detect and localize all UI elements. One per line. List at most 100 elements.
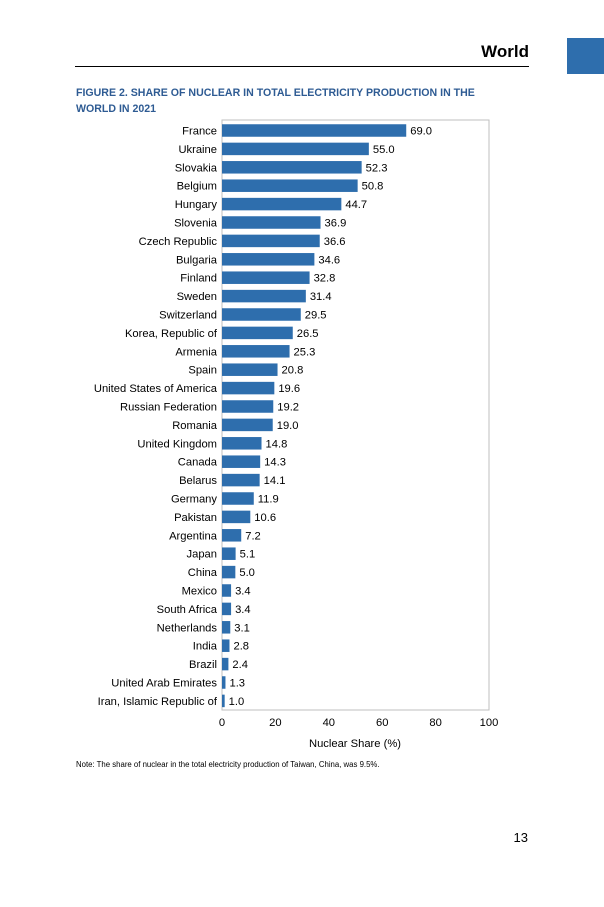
bar [222, 565, 236, 579]
bar [222, 602, 232, 616]
bar [222, 510, 251, 524]
bar [222, 197, 342, 211]
figure-title: FIGURE 2. SHARE OF NUCLEAR IN TOTAL ELEC… [76, 87, 475, 115]
data-label: 19.0 [277, 420, 299, 432]
bar [222, 529, 242, 542]
bar [222, 657, 229, 671]
data-label: 32.8 [314, 273, 336, 285]
bar [222, 253, 315, 266]
category-label: Argentina [169, 530, 218, 542]
category-label: Slovakia [175, 162, 218, 174]
x-tick-label: 60 [376, 717, 388, 729]
category-label: United Kingdom [137, 438, 217, 450]
data-label: 29.5 [305, 310, 327, 322]
bar [222, 142, 369, 156]
data-label: 10.6 [254, 512, 276, 524]
x-tick-label: 0 [219, 717, 225, 729]
data-label: 11.9 [258, 494, 279, 506]
bar [222, 473, 260, 487]
data-label: 2.8 [233, 641, 249, 653]
data-label: 3.4 [235, 604, 251, 616]
category-label: Russian Federation [120, 402, 217, 414]
bar [222, 547, 236, 560]
data-label: 52.3 [366, 162, 388, 174]
bar [222, 400, 274, 413]
category-label: Romania [172, 420, 218, 432]
bar [222, 124, 407, 137]
category-label: Pakistan [174, 512, 217, 524]
x-tick-label: 100 [480, 717, 499, 729]
category-label: Spain [188, 365, 217, 377]
bar [222, 437, 262, 450]
category-label: Slovenia [174, 218, 218, 230]
bar [222, 418, 273, 432]
data-label: 69.0 [410, 126, 432, 138]
bar [222, 381, 275, 395]
category-label: China [188, 567, 218, 579]
footnote: Note: The share of nuclear in the total … [76, 760, 380, 769]
category-label: Canada [178, 457, 218, 469]
data-label: 5.1 [240, 549, 256, 561]
data-label: 1.0 [229, 696, 245, 708]
bar [222, 363, 278, 376]
bar [222, 639, 230, 652]
data-label: 5.0 [239, 567, 255, 579]
bar [222, 216, 321, 229]
data-label: 3.1 [234, 622, 250, 634]
category-label: Belgium [177, 181, 217, 193]
bar [222, 676, 226, 689]
data-label: 36.6 [324, 236, 346, 248]
x-tick-label: 20 [269, 717, 281, 729]
bar [222, 308, 301, 321]
data-label: 31.4 [310, 291, 332, 303]
bar [222, 271, 310, 284]
data-label: 34.6 [318, 254, 340, 266]
header-rule [75, 66, 529, 67]
bar [222, 234, 320, 248]
data-label: 55.0 [373, 144, 395, 156]
category-label: Bulgaria [176, 254, 218, 266]
category-label: Hungary [175, 199, 218, 211]
data-label: 14.1 [264, 475, 286, 487]
bar [222, 621, 231, 634]
category-label: Czech Republic [139, 236, 218, 248]
bar [222, 161, 362, 174]
bar [222, 492, 254, 505]
data-label: 3.4 [235, 586, 251, 598]
page-number: 13 [513, 830, 528, 845]
category-label: Brazil [189, 659, 217, 671]
data-label: 26.5 [297, 328, 319, 340]
data-label: 7.2 [245, 530, 261, 542]
bar [222, 345, 290, 358]
category-label: United States of America [94, 383, 218, 395]
bar [222, 289, 306, 303]
category-label: France [182, 126, 217, 138]
category-label: Ukraine [178, 144, 217, 156]
x-axis-label: Nuclear Share (%) [309, 738, 401, 750]
category-label: Sweden [177, 291, 217, 303]
bar [222, 455, 261, 468]
bar [222, 584, 232, 597]
category-label: United Arab Emirates [111, 678, 217, 690]
category-label: Korea, Republic of [125, 328, 218, 340]
category-label: Switzerland [159, 310, 217, 322]
bar [222, 694, 225, 708]
category-label: Armenia [175, 346, 217, 358]
data-label: 14.3 [264, 457, 286, 469]
bar [222, 326, 293, 340]
header-title: World [481, 42, 529, 61]
data-label: 14.8 [266, 438, 288, 450]
category-label: Netherlands [157, 622, 218, 634]
x-tick-label: 80 [429, 717, 441, 729]
bar [222, 179, 358, 192]
plot-area [221, 119, 490, 711]
data-label: 1.3 [229, 678, 245, 690]
category-label: Japan [187, 549, 217, 561]
category-label: Finland [180, 273, 217, 285]
data-label: 44.7 [345, 199, 367, 211]
category-label: Mexico [182, 586, 217, 598]
category-label: Iran, Islamic Republic of [98, 696, 218, 708]
category-label: South Africa [157, 604, 218, 616]
data-label: 2.4 [232, 659, 248, 671]
data-label: 36.9 [325, 218, 347, 230]
